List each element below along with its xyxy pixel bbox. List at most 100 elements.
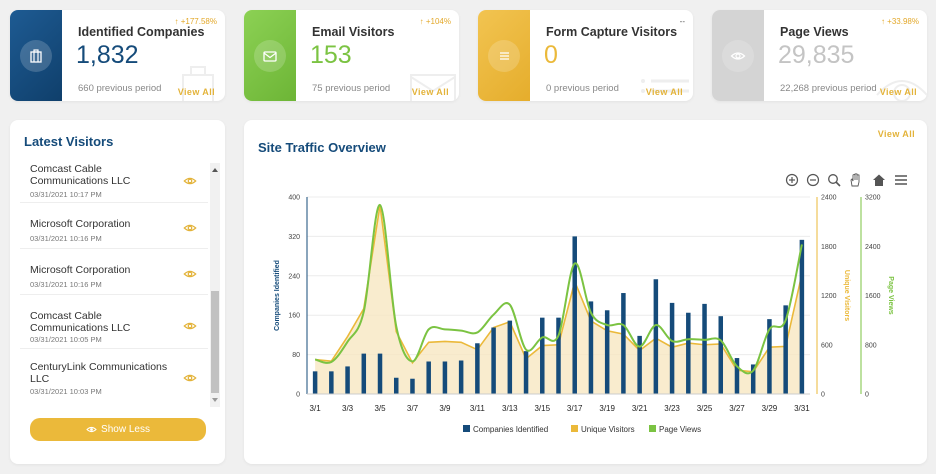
eye-icon	[86, 426, 97, 433]
bar-companies-identified	[669, 302, 675, 394]
x-tick-label: 3/19	[599, 404, 615, 413]
view-eye-icon[interactable]	[183, 371, 197, 385]
x-tick-label: 3/1	[310, 404, 322, 413]
x-tick-label: 3/31	[794, 404, 810, 413]
scroll-thumb[interactable]	[211, 291, 219, 393]
y-tick-label-right-1: 600	[821, 342, 833, 349]
pan-hand-icon[interactable]	[848, 173, 862, 187]
latest-visitors-card: Latest Visitors Comcast Cable Communicat…	[10, 120, 225, 464]
view-all-link[interactable]: View All	[411, 87, 449, 97]
list-item[interactable]: Comcast Cable Communications LLC 03/31/2…	[20, 295, 208, 349]
building-watermark-icon	[182, 66, 214, 101]
bar-companies-identified	[767, 319, 772, 394]
bar-companies-identified	[572, 236, 577, 394]
legend-label: Page Views	[659, 425, 701, 434]
stat-title: Page Views	[780, 25, 849, 39]
bar-companies-identified	[686, 312, 691, 394]
arrow-up-icon: ↑	[419, 17, 424, 26]
bar-companies-identified	[442, 361, 448, 394]
eye-watermark-icon	[876, 80, 927, 101]
stat-card-form-capture-visitors: -- Form Capture Visitors 0 0 previous pe…	[478, 10, 693, 101]
view-eye-icon[interactable]	[183, 174, 197, 188]
stat-icon-panel	[478, 10, 530, 101]
stat-icon-panel	[244, 10, 296, 101]
visitor-name: Comcast Cable Communications LLC	[30, 163, 131, 187]
view-all-link[interactable]: View All	[879, 87, 917, 97]
bar-companies-identified	[377, 353, 383, 394]
show-less-label: Show Less	[101, 424, 150, 435]
stat-card-page-views: ↑ +33.98% Page Views 29,835 22,268 previ…	[712, 10, 927, 101]
latest-visitors-title: Latest Visitors	[24, 134, 114, 149]
view-eye-icon[interactable]	[183, 221, 197, 235]
change-indicator: ↑ +104%	[419, 17, 451, 26]
visitor-date: 03/31/2021 10:03 PM	[30, 387, 102, 396]
zoom-icon[interactable]	[827, 173, 841, 187]
y-axis-title-right-2: Page Views	[887, 276, 894, 315]
legend-marker	[463, 425, 470, 432]
building-icon	[30, 48, 42, 63]
y-tick-label-right-2: 1600	[865, 293, 881, 300]
y-tick-label-left: 0	[296, 392, 300, 399]
list-item[interactable]: Microsoft Corporation 03/31/2021 10:16 P…	[20, 203, 208, 249]
bar-companies-identified	[507, 320, 513, 394]
y-axis-title-left: Companies Identified	[274, 260, 281, 331]
show-less-button[interactable]: Show Less	[30, 418, 206, 441]
zoom-in-icon[interactable]	[785, 173, 799, 187]
y-tick-label-right-1: 0	[821, 392, 825, 399]
envelope-watermark-icon	[410, 74, 456, 101]
bar-companies-identified	[426, 361, 431, 394]
bar-companies-identified	[783, 305, 788, 394]
visitor-name: Comcast Cable Communications LLC	[30, 310, 131, 334]
bar-companies-identified	[799, 239, 805, 394]
x-tick-label: 3/13	[502, 404, 518, 413]
list-item[interactable]: CenturyLink Communications LLC 03/31/202…	[20, 349, 208, 406]
stat-value: 0	[544, 41, 558, 69]
site-traffic-chart: 0 80 160 240 320 400 Companies Identified 0 600 1…	[274, 195, 894, 435]
view-eye-icon[interactable]	[183, 267, 197, 281]
arrow-up-icon: ↑	[880, 17, 885, 26]
bar-companies-identified	[653, 279, 659, 394]
stat-previous: 0 previous period	[546, 83, 619, 94]
zoom-out-icon[interactable]	[806, 173, 820, 187]
x-tick-label: 3/23	[664, 404, 680, 413]
x-tick-label: 3/27	[729, 404, 745, 413]
bar-companies-identified	[491, 327, 496, 394]
list-item[interactable]: Comcast Cable Communications LLC 03/31/2…	[20, 160, 208, 203]
legend-label: Unique Visitors	[581, 425, 635, 434]
site-traffic-card: Site Traffic Overview View All 0 80 160 240…	[244, 120, 927, 464]
menu-icon[interactable]	[894, 173, 908, 187]
x-tick-label: 3/3	[342, 404, 354, 413]
bar-companies-identified	[312, 371, 318, 394]
visitor-name: CenturyLink Communications LLC	[30, 361, 168, 385]
bar-companies-identified	[345, 366, 350, 394]
site-traffic-title: Site Traffic Overview	[258, 140, 386, 155]
view-eye-icon[interactable]	[183, 319, 197, 333]
change-indicator: ↑ +177.58%	[174, 17, 218, 26]
view-all-link[interactable]: View All	[177, 87, 215, 97]
stat-title: Identified Companies	[78, 25, 205, 39]
bar-companies-identified	[750, 364, 756, 394]
list-item[interactable]: Microsoft Corporation 03/31/2021 10:16 P…	[20, 249, 208, 295]
bar-companies-identified	[588, 301, 594, 394]
scroll-down-arrow-icon[interactable]	[212, 398, 218, 402]
x-tick-label: 3/11	[470, 404, 486, 413]
x-tick-label: 3/5	[374, 404, 386, 413]
home-icon[interactable]	[872, 173, 886, 187]
arrow-up-icon: ↑	[174, 17, 179, 26]
scroll-up-arrow-icon[interactable]	[212, 168, 218, 172]
visitor-list[interactable]: Comcast Cable Communications LLC 03/31/2…	[20, 160, 210, 406]
bar-companies-identified	[604, 310, 610, 394]
view-all-link[interactable]: View All	[877, 129, 915, 139]
y-tick-label-left: 240	[288, 273, 300, 280]
visitor-date: 03/31/2021 10:16 PM	[30, 280, 102, 289]
series-area-unique-visitors	[315, 205, 802, 394]
x-tick-label: 3/9	[439, 404, 451, 413]
bar-companies-identified	[718, 316, 724, 394]
stat-previous: 22,268 previous period	[780, 83, 877, 94]
legend-label: Companies Identified	[473, 425, 548, 434]
visitor-date: 03/31/2021 10:17 PM	[30, 190, 102, 199]
y-tick-label-left: 400	[288, 195, 300, 202]
x-tick-label: 3/17	[567, 404, 583, 413]
view-all-link[interactable]: View All	[645, 87, 683, 97]
visitor-list-scrollbar[interactable]	[210, 163, 220, 407]
